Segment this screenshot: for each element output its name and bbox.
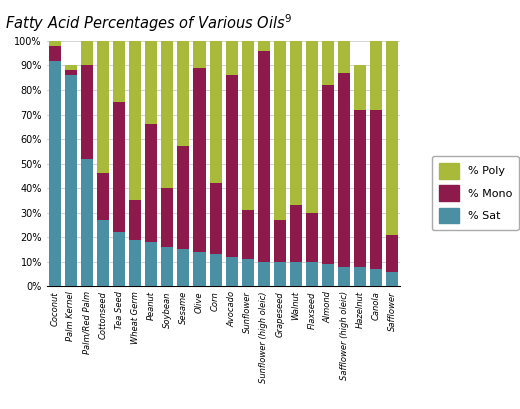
Bar: [113, 102, 125, 232]
Bar: [306, 213, 318, 262]
Bar: [49, 41, 61, 46]
Bar: [338, 267, 350, 286]
Bar: [274, 220, 286, 262]
Bar: [370, 269, 382, 286]
Bar: [129, 200, 141, 240]
Bar: [322, 85, 334, 264]
Bar: [81, 41, 93, 65]
Bar: [210, 254, 222, 286]
Bar: [193, 252, 205, 286]
Bar: [193, 41, 205, 68]
Bar: [386, 235, 398, 272]
Bar: [97, 41, 109, 173]
Bar: [386, 41, 398, 235]
Text: Fatty Acid Percentages of Various Oils$^{9}$: Fatty Acid Percentages of Various Oils$^…: [5, 12, 292, 34]
Bar: [210, 183, 222, 254]
Bar: [161, 41, 173, 188]
Bar: [386, 272, 398, 286]
Bar: [129, 240, 141, 286]
Bar: [226, 75, 238, 257]
Bar: [49, 46, 61, 61]
Bar: [177, 41, 189, 146]
Bar: [242, 41, 254, 210]
Bar: [354, 267, 366, 286]
Bar: [161, 188, 173, 247]
Bar: [81, 65, 93, 159]
Bar: [338, 73, 350, 267]
Bar: [306, 41, 318, 213]
Bar: [338, 41, 350, 73]
Bar: [65, 70, 77, 75]
Bar: [65, 75, 77, 286]
Bar: [177, 249, 189, 286]
Bar: [370, 41, 382, 110]
Bar: [161, 247, 173, 286]
Bar: [322, 264, 334, 286]
Bar: [290, 205, 302, 262]
Bar: [65, 65, 77, 70]
Bar: [145, 41, 158, 124]
Bar: [274, 41, 286, 220]
Bar: [354, 65, 366, 110]
Bar: [306, 262, 318, 286]
Bar: [354, 110, 366, 267]
Bar: [210, 41, 222, 183]
Bar: [370, 110, 382, 269]
Bar: [145, 242, 158, 286]
Bar: [97, 173, 109, 220]
Bar: [226, 257, 238, 286]
Bar: [258, 41, 270, 51]
Bar: [274, 262, 286, 286]
Bar: [129, 41, 141, 200]
Bar: [81, 159, 93, 286]
Bar: [97, 220, 109, 286]
Bar: [113, 232, 125, 286]
Bar: [113, 41, 125, 102]
Bar: [177, 146, 189, 249]
Bar: [258, 51, 270, 262]
Bar: [226, 41, 238, 75]
Bar: [242, 259, 254, 286]
Bar: [145, 124, 158, 242]
Bar: [290, 262, 302, 286]
Bar: [193, 68, 205, 252]
Bar: [242, 210, 254, 259]
Bar: [49, 61, 61, 286]
Legend: % Poly, % Mono, % Sat: % Poly, % Mono, % Sat: [432, 156, 518, 230]
Bar: [258, 262, 270, 286]
Bar: [322, 41, 334, 85]
Bar: [290, 41, 302, 205]
